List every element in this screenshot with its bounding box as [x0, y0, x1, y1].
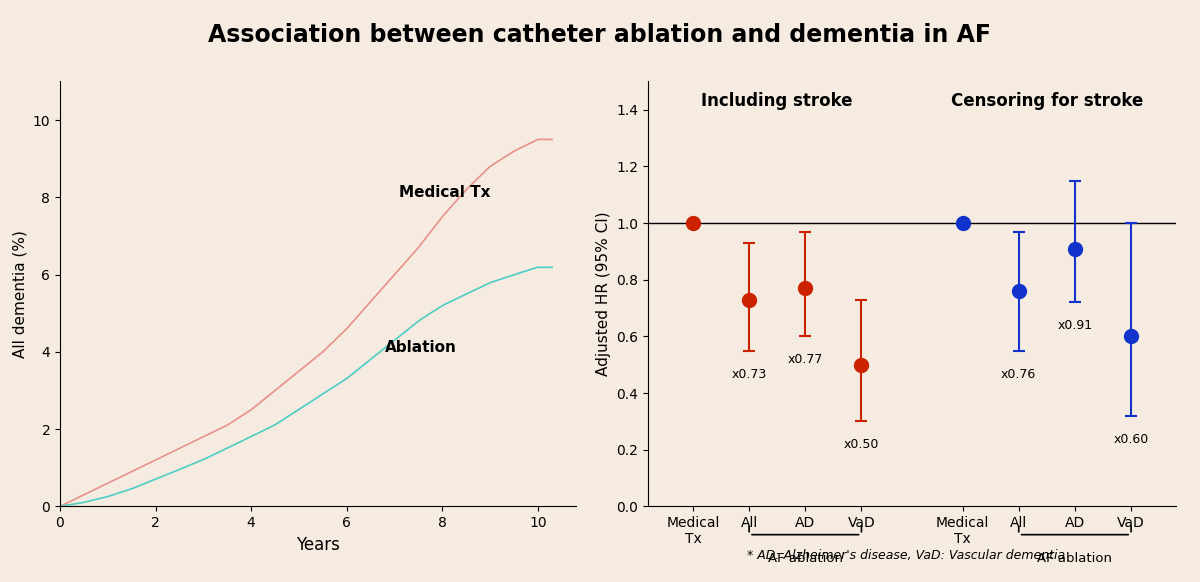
Text: x0.60: x0.60	[1114, 432, 1148, 446]
Y-axis label: Adjusted HR (95% CI): Adjusted HR (95% CI)	[595, 212, 611, 376]
Text: x0.77: x0.77	[787, 353, 823, 367]
Text: AF ablation: AF ablation	[1037, 552, 1112, 565]
Text: Medical Tx: Medical Tx	[400, 185, 491, 200]
Text: x0.91: x0.91	[1057, 320, 1092, 332]
Text: x0.50: x0.50	[844, 438, 880, 452]
Text: Ablation: Ablation	[385, 340, 457, 355]
Text: Censoring for stroke: Censoring for stroke	[950, 93, 1142, 111]
Text: AF ablation: AF ablation	[768, 552, 842, 565]
X-axis label: Years: Years	[296, 535, 340, 553]
Y-axis label: All dementia (%): All dementia (%)	[12, 230, 28, 358]
Text: Including stroke: Including stroke	[702, 93, 853, 111]
Text: x0.73: x0.73	[732, 368, 767, 381]
Text: x0.76: x0.76	[1001, 368, 1037, 381]
Text: * AD: Alzheimer's disease, VaD: Vascular dementia: * AD: Alzheimer's disease, VaD: Vascular…	[746, 549, 1066, 562]
Text: Association between catheter ablation and dementia in AF: Association between catheter ablation an…	[209, 23, 991, 47]
